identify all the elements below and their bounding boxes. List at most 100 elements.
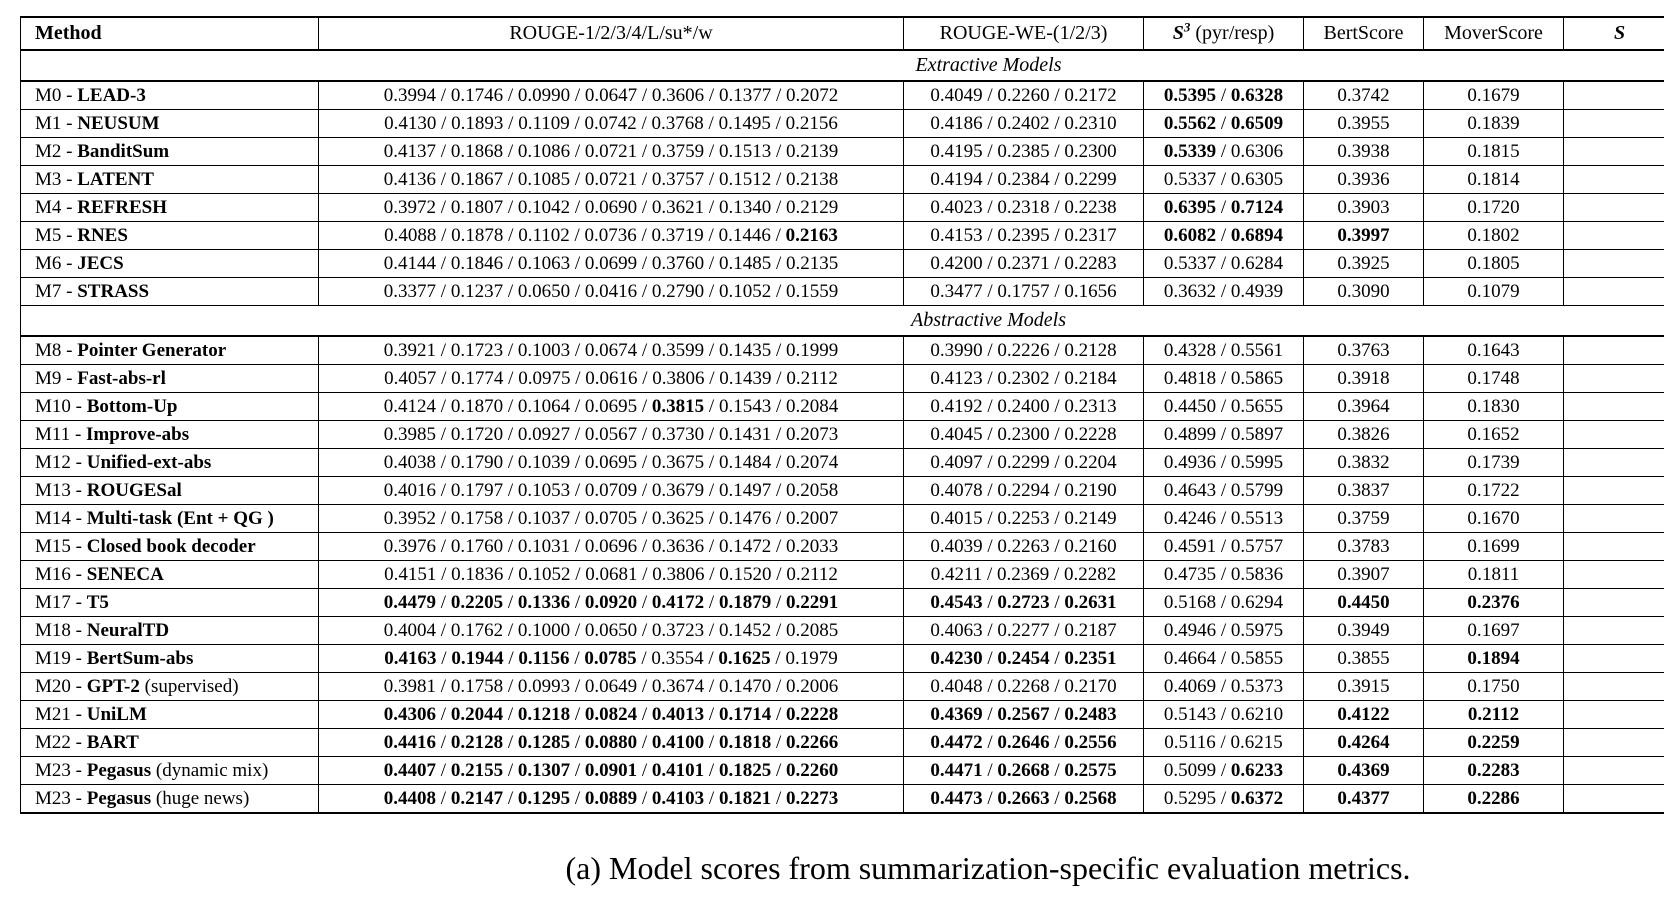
method-name-part: M18 - (35, 620, 87, 641)
s3-scores-cell: 0.5099 / 0.6233 (1143, 756, 1304, 785)
bertscore-cell: 0.3837 (1303, 476, 1424, 505)
moverscore-cell: 0.2376 (1423, 588, 1564, 617)
method-name-part: M23 - (35, 788, 87, 809)
score-value: 0.3907 (1337, 564, 1390, 585)
rouge-we-scores-cell: 0.4063 / 0.2277 / 0.2187 (903, 616, 1144, 645)
table-row: M14 - Multi-task (Ent + QG ) 0.3952 / 0.1… (20, 504, 1664, 533)
method-cell: M11 - Improve-abs (20, 420, 319, 449)
score-value: 0.3990 (930, 340, 983, 361)
method-name-part: M9 - (35, 368, 78, 389)
score-value: 0.3477 (930, 281, 983, 302)
score-value: 0.4153 (930, 225, 983, 246)
score-value: 0.3742 (1337, 85, 1390, 106)
score-value: 0.5855 (1230, 648, 1284, 669)
score-value: 0.2044 (450, 704, 504, 725)
score-value: 0.3997 (1337, 225, 1390, 246)
score-value: 0.4004 (383, 620, 437, 641)
score-value: 0.2135 (785, 253, 839, 274)
cutoff-cell (1563, 193, 1664, 222)
moverscore-cell: 0.1830 (1423, 392, 1564, 421)
score-value: 0.6328 (1230, 85, 1284, 106)
score-value: 0.2646 (997, 732, 1050, 753)
moverscore-cell: 0.1748 (1423, 364, 1564, 393)
cutoff-cell (1563, 277, 1664, 306)
score-value: 0.1559 (785, 281, 839, 302)
bertscore-cell: 0.3938 (1303, 137, 1424, 166)
score-value: 0.1470 (718, 676, 772, 697)
score-value: 0.1053 (517, 480, 571, 501)
score-value: 0.1802 (1467, 225, 1520, 246)
score-value: 0.0650 (517, 281, 571, 302)
score-value: 0.3763 (1337, 340, 1390, 361)
score-value: 0.4088 (384, 225, 437, 246)
score-value: 0.0993 (517, 676, 571, 697)
score-value: 0.2567 (997, 704, 1050, 725)
score-value: 0.1750 (1467, 676, 1520, 697)
score-value: 0.4264 (1337, 732, 1390, 753)
score-value: 0.1811 (1467, 564, 1520, 585)
score-value: 0.4377 (1337, 788, 1390, 809)
score-value: 0.2313 (1064, 396, 1117, 417)
score-value: 0.2006 (785, 676, 839, 697)
score-value: 0.4211 (930, 564, 983, 585)
score-value: 0.2395 (997, 225, 1050, 246)
bertscore-cell: 0.3949 (1303, 616, 1424, 645)
method-name-part: M1 - (35, 113, 78, 134)
method-name-part: M8 - (35, 340, 78, 361)
score-value: 0.3675 (651, 452, 705, 473)
table-clip-region: Method ROUGE-1/2/3/4/L/su*/w ROUGE-WE-(1… (20, 16, 1664, 887)
score-value: 0.1821 (718, 788, 772, 809)
score-value: 0.3759 (1337, 508, 1390, 529)
score-value: 0.5995 (1230, 452, 1284, 473)
score-value: 0.2384 (997, 169, 1050, 190)
score-value: 0.3625 (651, 508, 705, 529)
method-name-part: M19 - (35, 648, 87, 669)
score-value: 0.6294 (1230, 592, 1284, 613)
score-value: 0.4450 (1163, 396, 1217, 417)
score-value: 0.6372 (1230, 788, 1284, 809)
s3-scores-cell: 0.3632 / 0.4939 (1143, 277, 1304, 306)
score-value: 0.2170 (1064, 676, 1117, 697)
score-value: 0.1476 (718, 508, 772, 529)
score-value: 0.3806 (652, 564, 705, 585)
score-value: 0.5295 (1163, 788, 1217, 809)
score-value: 0.4016 (383, 480, 437, 501)
score-value: 0.3832 (1337, 452, 1390, 473)
score-value: 0.1739 (1467, 452, 1520, 473)
table-row: M10 - Bottom-Up 0.4124 / 0.1870 / 0.1064 … (20, 392, 1664, 421)
s3-scores-cell: 0.4818 / 0.5865 (1143, 364, 1304, 393)
score-value: 0.2351 (1064, 648, 1117, 669)
score-value: 0.2138 (785, 169, 839, 190)
moverscore-cell: 0.1670 (1423, 504, 1564, 533)
score-value: 0.2112 (1467, 704, 1520, 725)
table-row: M15 - Closed book decoder 0.3976 / 0.1760… (20, 532, 1664, 561)
method-name-part: UniLM (86, 704, 147, 725)
bertscore-cell: 0.3964 (1303, 392, 1424, 421)
cutoff-cell (1563, 784, 1664, 814)
table-row: M20 - GPT-2 (supervised) 0.3981 / 0.1758 … (20, 672, 1664, 701)
score-value: 0.1868 (450, 141, 504, 162)
method-name-part: M17 - (35, 592, 87, 613)
score-value: 0.1879 (718, 592, 772, 613)
method-name-part: LEAD-3 (77, 85, 146, 106)
score-value: 0.4939 (1230, 281, 1284, 302)
bertscore-cell: 0.4377 (1303, 784, 1424, 814)
cutoff-cell (1563, 336, 1664, 365)
s3-scores-cell: 0.4946 / 0.5975 (1143, 616, 1304, 645)
score-value: 0.3730 (651, 424, 705, 445)
s3-scores-cell: 0.4735 / 0.5836 (1143, 560, 1304, 589)
method-name-part: SENECA (86, 564, 164, 585)
score-value: 0.1543 (718, 396, 772, 417)
bertscore-cell: 0.3832 (1303, 448, 1424, 477)
method-name-part: NEUSUM (77, 113, 160, 134)
score-value: 0.5799 (1230, 480, 1284, 501)
score-value: 0.2129 (785, 197, 839, 218)
score-value: 0.3964 (1337, 396, 1390, 417)
score-value: 0.2273 (785, 788, 839, 809)
score-value: 0.2282 (1064, 564, 1117, 585)
score-value: 0.4039 (930, 536, 983, 557)
method-cell: M3 - LATENT (20, 165, 319, 194)
method-cell: M16 - SENECA (20, 560, 319, 589)
method-name-part: Multi-task (Ent + QG ) (86, 508, 274, 529)
rouge-scores-cell: 0.4130 / 0.1893 / 0.1109 / 0.0742 / 0.37… (318, 109, 904, 138)
